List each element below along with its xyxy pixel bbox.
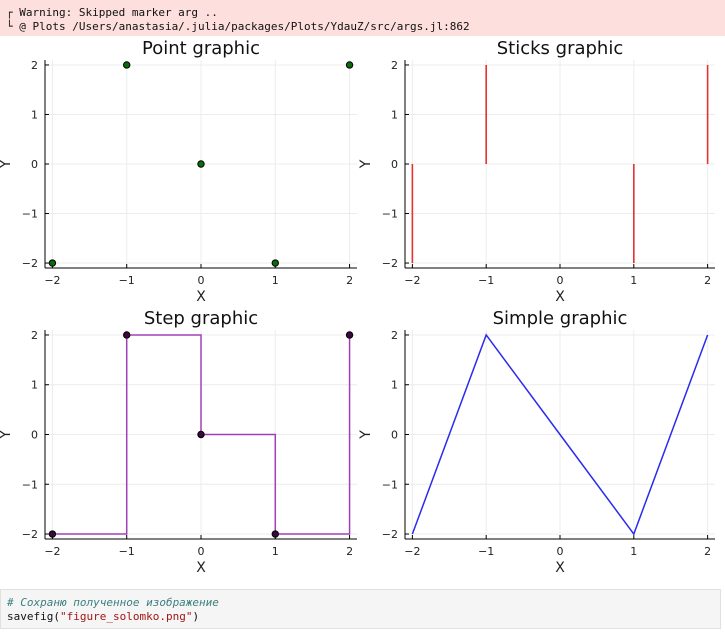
y-tick-label: 0 [31, 158, 38, 171]
code-comment: # Сохраню полученное изображение [7, 596, 219, 609]
y-tick-label: −2 [22, 257, 38, 270]
x-tick-label: −1 [119, 274, 135, 287]
x-axis-label: X [196, 289, 206, 305]
x-tick-label: 0 [198, 274, 205, 287]
chart-panel-1: −2 −1 0 1 2 −2 −1 0 1 2 X Y Point graphic [0, 38, 357, 305]
chart-title: Sticks graphic [497, 38, 624, 59]
data-point [271, 259, 279, 267]
warning-line-2: └ @ Plots /Users/anastasia/.julia/packag… [6, 20, 470, 33]
y-tick-label: 2 [391, 329, 398, 342]
x-tick-label: −1 [119, 545, 135, 558]
line-series [411, 333, 709, 536]
y-tick-label: −2 [22, 528, 38, 541]
chart-panel-4: −2 −1 0 1 2 −2 −1 0 1 2 X Y Simple graphic [358, 308, 715, 576]
x-tick-label: 0 [198, 545, 205, 558]
y-tick-label: 2 [391, 59, 398, 72]
chart-title: Point graphic [142, 38, 260, 59]
chart-panel-2: −2 −1 0 1 2 −2 −1 0 1 2 X Y Sticks graphic [358, 38, 715, 305]
x-tick-label: −1 [478, 274, 494, 287]
y-tick-label: 2 [31, 59, 38, 72]
x-axis-label: X [555, 289, 565, 305]
chart-panel-3: −2 −1 0 1 2 −2 −1 0 1 2 X Y Step graphic [0, 308, 357, 576]
y-tick-label: −1 [382, 478, 398, 491]
y-tick-label: −2 [382, 528, 398, 541]
y-axis-label: Y [358, 430, 374, 440]
x-tick-label: −2 [44, 274, 60, 287]
x-tick-label: 1 [272, 545, 279, 558]
data-point [271, 530, 279, 538]
y-tick-label: 1 [31, 108, 38, 121]
x-tick-label: 2 [704, 274, 711, 287]
data-point [345, 61, 354, 69]
x-tick-label: 1 [630, 274, 637, 287]
y-tick-label: 1 [391, 379, 398, 392]
y-tick-label: 0 [391, 158, 398, 171]
x-tick-label: −1 [478, 545, 494, 558]
data-point [48, 259, 57, 267]
y-tick-label: 2 [31, 329, 38, 342]
x-axis-label: X [196, 560, 206, 576]
data-point [197, 430, 205, 439]
x-tick-label: 1 [630, 545, 637, 558]
plot-output: −2 −1 0 1 2 −2 −1 0 1 2 X Y Point graphic −2 −1 0 1 2 −2 −1… [0, 36, 725, 584]
y-tick-label: 1 [31, 379, 38, 392]
chart-title: Simple graphic [493, 308, 628, 329]
warning-line-1: ┌ Warning: Skipped marker arg .. [6, 6, 218, 19]
code-string-arg: "figure_solomko.png" [59, 610, 193, 623]
code-line: savefig("figure_solomko.png") [7, 610, 720, 624]
code-func: savefig( [7, 610, 60, 623]
data-point [48, 530, 57, 538]
y-axis-label: Y [0, 159, 14, 169]
code-comment-line: # Сохраню полученное изображение [7, 596, 720, 610]
y-tick-label: −1 [22, 478, 38, 491]
warning-output: ┌ Warning: Skipped marker arg .. └ @ Plo… [0, 0, 725, 36]
y-tick-label: −2 [382, 257, 398, 270]
x-tick-label: 2 [346, 545, 353, 558]
code-close-paren: ) [192, 610, 200, 623]
x-tick-label: −2 [44, 545, 60, 558]
data-point [123, 61, 131, 69]
x-tick-label: 1 [272, 274, 279, 287]
data-point [123, 331, 131, 339]
x-tick-label: −2 [404, 274, 420, 287]
code-cell[interactable]: # Сохраню полученное изображение savefig… [0, 589, 721, 629]
y-tick-label: 1 [391, 108, 398, 121]
data-point [197, 160, 205, 168]
x-tick-label: 2 [346, 274, 353, 287]
x-axis-label: X [555, 560, 565, 576]
x-tick-label: 2 [704, 545, 711, 558]
y-tick-label: −1 [22, 208, 38, 221]
x-tick-label: 0 [557, 545, 564, 558]
x-tick-label: −2 [404, 545, 420, 558]
x-tick-label: 0 [557, 274, 564, 287]
y-tick-label: 0 [31, 429, 38, 442]
chart-title: Step graphic [144, 308, 258, 329]
data-point [345, 331, 354, 339]
plots-figure: −2 −1 0 1 2 −2 −1 0 1 2 X Y Point graphic −2 −1 0 1 2 −2 −1… [0, 38, 715, 576]
y-tick-label: −1 [382, 208, 398, 221]
y-tick-label: 0 [391, 429, 398, 442]
y-axis-label: Y [0, 430, 14, 440]
y-axis-label: Y [358, 159, 374, 169]
